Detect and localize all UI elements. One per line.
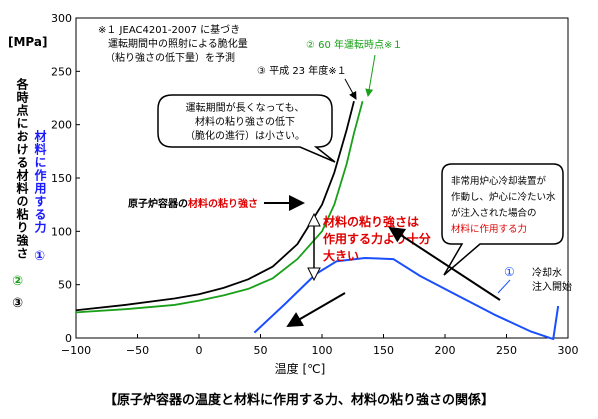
note-line-3: （粘り強さの低下量）を予測	[105, 51, 235, 64]
cooldown-line-3: が注入された場合の	[451, 207, 537, 219]
force-marker: ①	[504, 265, 515, 279]
y-tick-label: 150	[51, 172, 72, 185]
y-axis-unit: [MPa]	[8, 35, 47, 49]
axis-ticks: −100 −50 0 50 100 150 200 250 300 0 50 100 150 200 250…	[51, 12, 579, 357]
chart-title: 【原子炉容器の温度と材料に作用する力、材料の粘り強さの関係】	[104, 392, 494, 408]
label-vessel-highlight: 材料の粘り強さ	[188, 197, 258, 210]
x-tick-label: −100	[61, 344, 91, 357]
y-tick-label: 50	[58, 279, 72, 292]
x-tick-label: 50	[254, 344, 268, 357]
cooldown-bubble: 非常用炉心冷却装置が 作動し、炉心に冷たい水 が注入された場合の 材料に作用する…	[441, 163, 564, 276]
x-tick-label: 200	[435, 344, 456, 357]
margin-line-1: 材料の粘り強さは	[322, 214, 419, 229]
direction-arrow-upper	[388, 226, 501, 301]
series-line-current	[75, 100, 355, 312]
bubble-line-1: 運転期間が長くなっても、	[186, 101, 305, 114]
label-60-years: ② 60 年運転時点※１	[306, 38, 402, 51]
label-vessel-prefix: 原子炉容器の	[128, 197, 188, 210]
x-axis-label: 温度 [℃]	[275, 361, 326, 376]
direction-arrow-lower	[286, 292, 346, 328]
speech-bubble: 運転期間が長くなっても、 材料の粘り強さの低下 （脆化の進行）は小さい。	[157, 94, 336, 163]
arrow-60-years	[365, 54, 376, 97]
y-axis-label-force: 材料に作用する力	[33, 129, 47, 234]
x-tick-label: 150	[373, 344, 394, 357]
note-line-1: ※１ JEAC4201-2007 に基づき	[98, 23, 240, 36]
label-h23: ③ 平成 23 年度※１	[257, 64, 347, 77]
x-tick-label: −50	[126, 344, 149, 357]
x-tick-label: 300	[558, 344, 579, 357]
x-tick-label: 100	[312, 344, 333, 357]
cooldown-highlight: 材料に作用する力	[451, 223, 527, 235]
injection-line-1: 冷却水	[532, 266, 562, 279]
x-tick-label: 250	[496, 344, 517, 357]
y-axis-label-strength: 各時点における材料の粘り強さ	[15, 77, 29, 260]
bubble-line-3: （脆化の進行）は小さい。	[185, 129, 305, 142]
cooldown-line-1: 非常用炉心冷却装置が	[451, 175, 547, 187]
force-marker-leader	[497, 279, 511, 294]
y-axis-marker-2: ②	[12, 274, 23, 289]
margin-line-3: 大きい	[323, 248, 359, 263]
arrow-h23	[344, 78, 357, 100]
cooldown-line-2: 作動し、炉心に冷たい水	[451, 191, 556, 203]
margin-arrow	[307, 212, 321, 282]
series-line-sixty_years	[75, 100, 364, 314]
injection-line-2: 注入開始	[532, 280, 572, 293]
series-layer	[75, 100, 560, 341]
series-line-force	[253, 257, 560, 341]
y-tick-label: 250	[51, 65, 72, 78]
label-vessel-strength: 原子炉容器の材料の粘り強さ	[128, 197, 258, 210]
y-tick-label: 300	[51, 12, 72, 25]
y-axis-marker-1: ①	[34, 249, 45, 264]
note-line-2: 運転期間中の照射による脆化量	[108, 37, 248, 50]
x-tick-label: 0	[196, 344, 203, 357]
y-tick-label: 0	[65, 332, 72, 345]
y-axis-marker-3: ③	[12, 296, 23, 311]
y-tick-label: 200	[51, 119, 72, 132]
bubble-line-2: 材料の粘り強さの低下	[195, 115, 295, 128]
y-tick-label: 100	[51, 225, 72, 238]
